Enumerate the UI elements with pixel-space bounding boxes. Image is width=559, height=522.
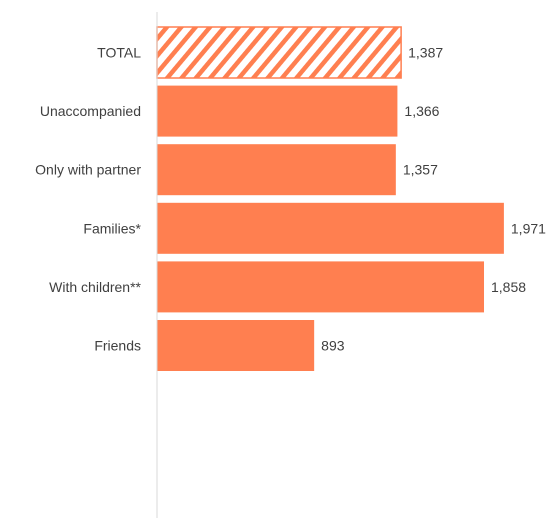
value-label-unaccompanied: 1,366 — [404, 103, 439, 119]
labels-group: TOTAL 1,387 Unaccompanied 1,366 Only with pa… — [35, 45, 546, 354]
category-label-friends: Friends — [94, 338, 141, 354]
value-label-only-with-partner: 1,357 — [403, 162, 438, 178]
value-label-families: 1,971 — [511, 220, 546, 236]
value-label-friends: 893 — [321, 338, 345, 354]
bar-unaccompanied — [157, 85, 398, 137]
bar-total — [156, 26, 402, 79]
category-label-families: Families* — [83, 220, 141, 236]
value-label-total: 1,387 — [408, 45, 443, 61]
value-label-with-children: 1,858 — [491, 279, 526, 295]
category-label-unaccompanied: Unaccompanied — [40, 103, 141, 119]
bar-families — [157, 202, 504, 254]
bar-friends — [157, 320, 315, 371]
category-label-with-children: With children** — [49, 279, 141, 295]
category-label-only-with-partner: Only with partner — [35, 162, 141, 178]
bar-with-children — [157, 261, 485, 313]
bars-group — [156, 26, 504, 371]
bar-only-with-partner — [157, 144, 396, 196]
category-label-total: TOTAL — [97, 45, 141, 61]
